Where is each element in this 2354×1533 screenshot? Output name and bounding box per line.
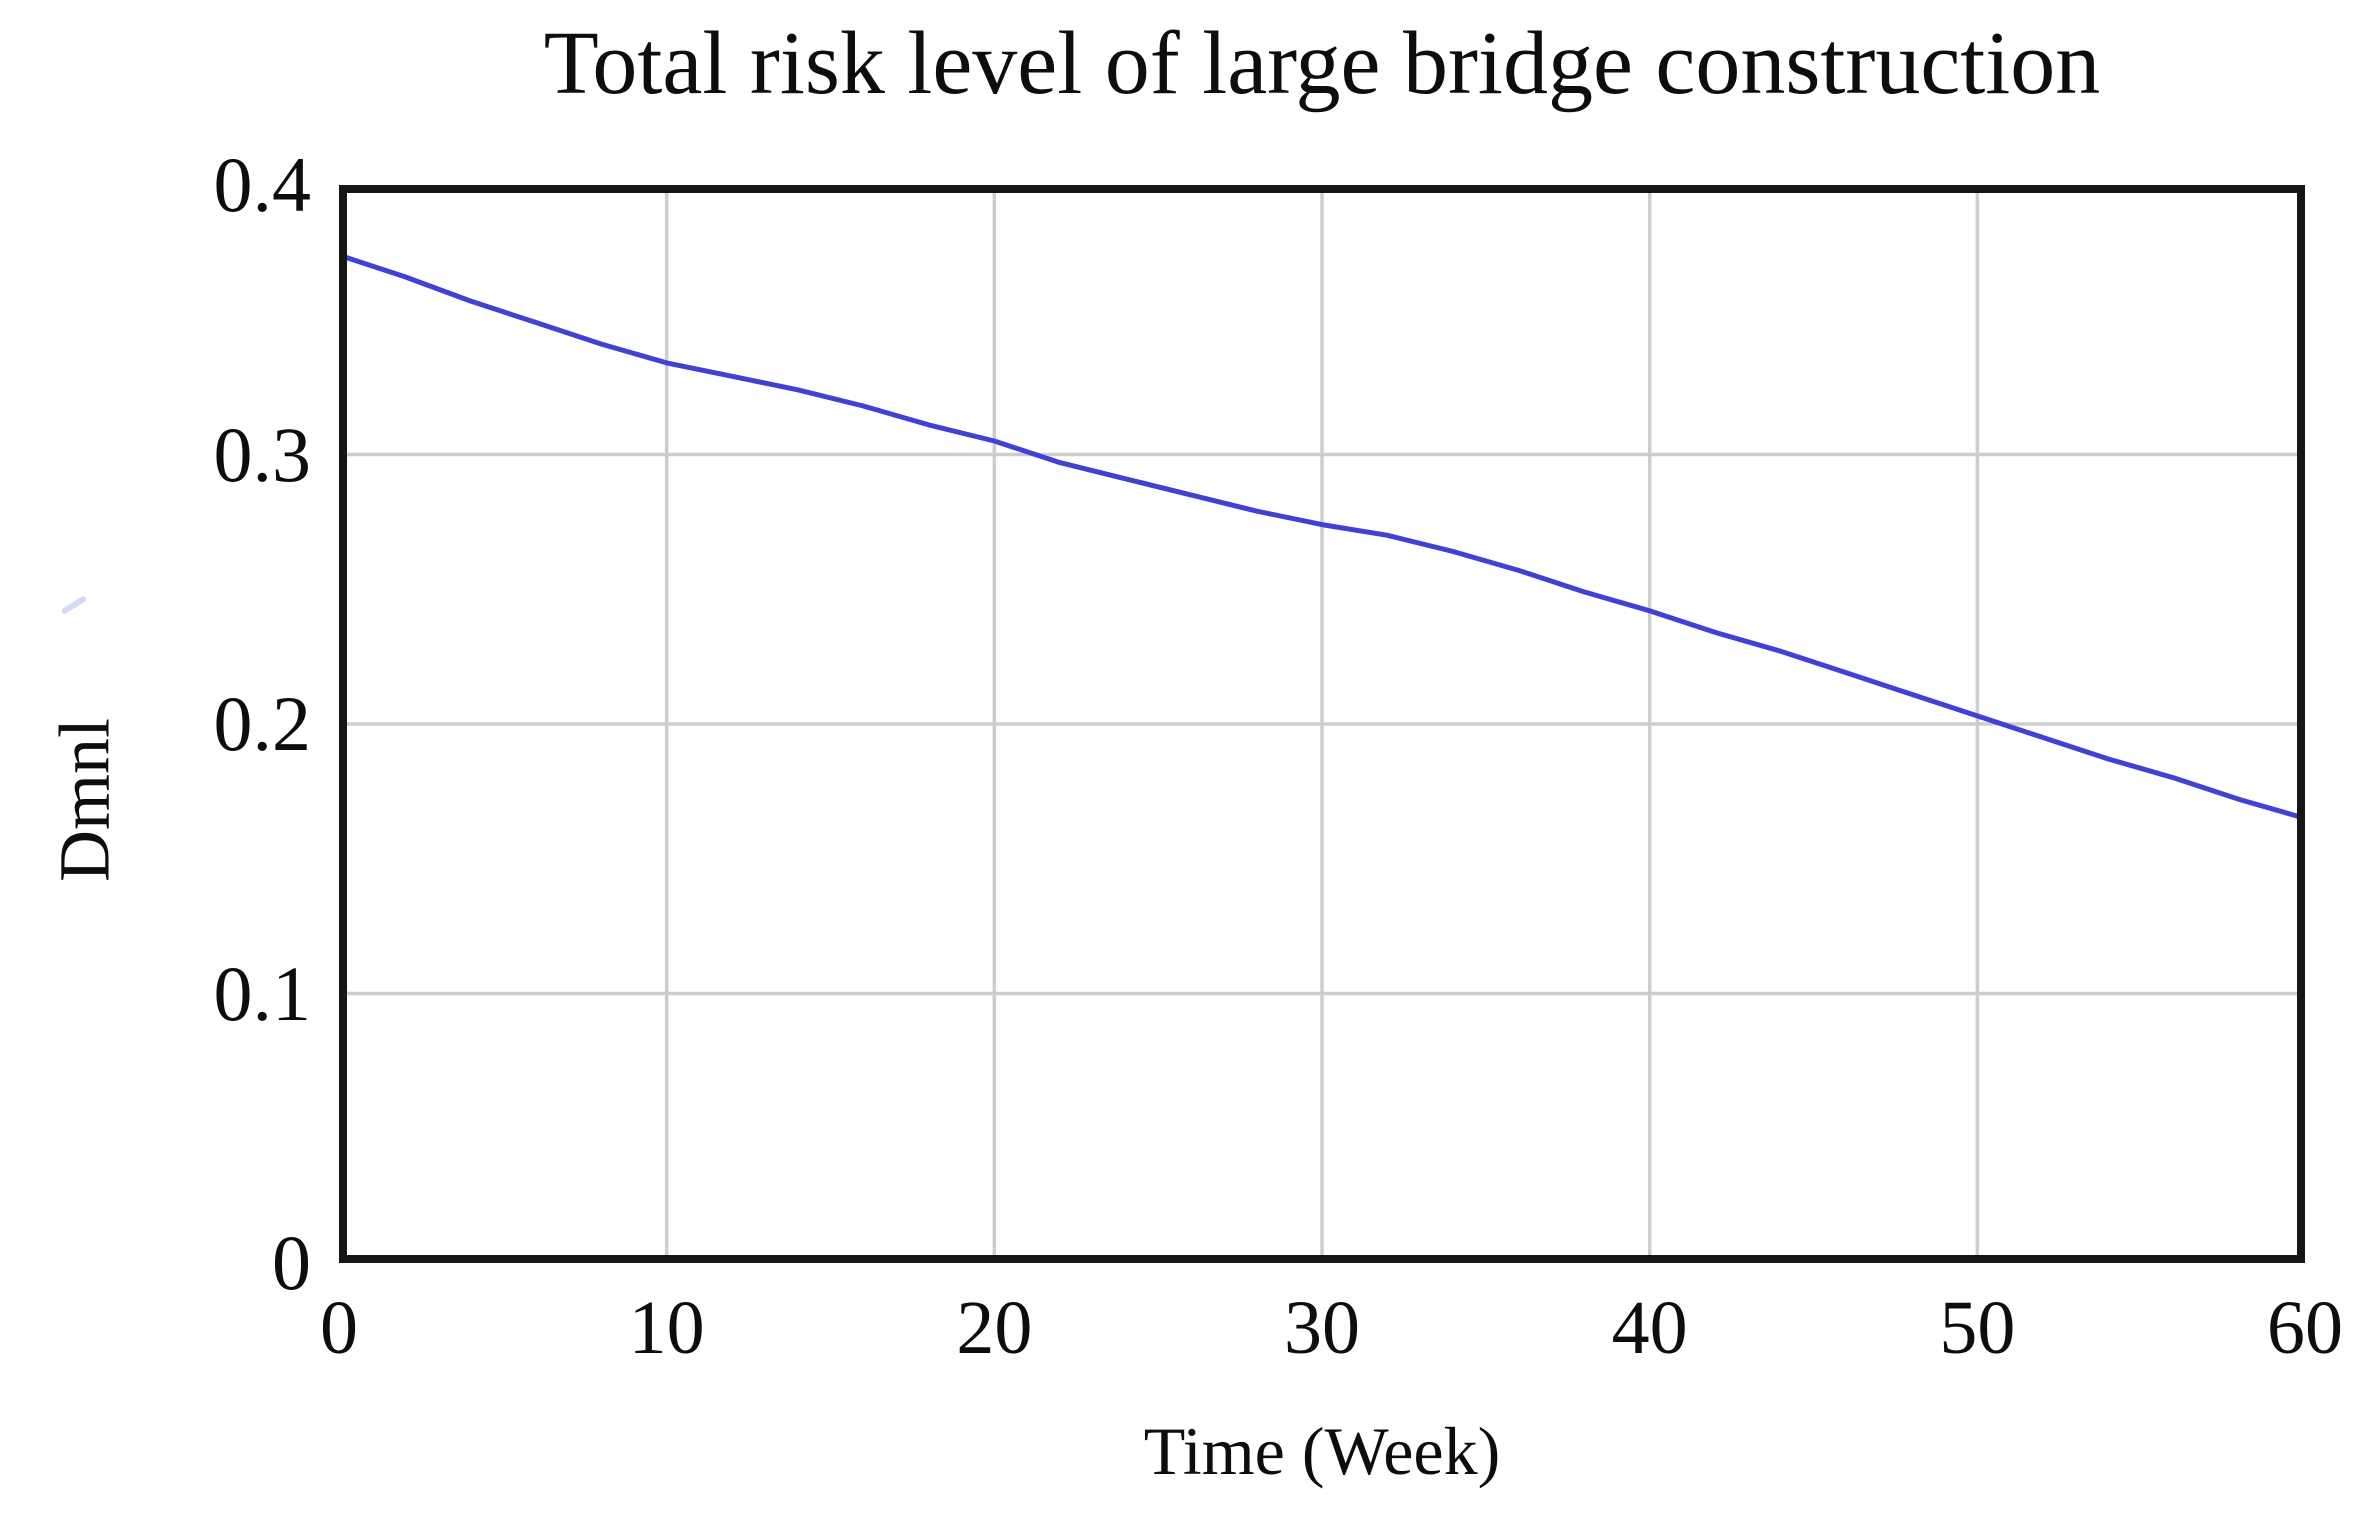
x-tick-label: 30 (1284, 1286, 1360, 1370)
chart-title: Total risk level of large bridge constru… (543, 14, 2101, 113)
x-tick-label: 60 (2267, 1286, 2343, 1370)
x-tick-label: 50 (1939, 1286, 2016, 1370)
x-tick-label: 0 (320, 1286, 358, 1370)
x-tick-label: 40 (1611, 1286, 1688, 1370)
stray-artifact-mark (60, 595, 88, 615)
y-tick-label: 0.2 (213, 680, 312, 767)
y-tick-label: 0.4 (213, 141, 312, 228)
y-tick-label: 0.1 (213, 949, 312, 1037)
x-axis-label: Time (Week) (1143, 1413, 1501, 1489)
data-series-line (339, 252, 2305, 821)
y-tick-label: 0.3 (213, 410, 312, 498)
plot-frame (339, 185, 2305, 1263)
line-chart-svg (339, 185, 2305, 1263)
y-tick-label: 0 (272, 1219, 311, 1306)
x-tick-label: 20 (956, 1286, 1033, 1370)
x-tick-label: 10 (628, 1286, 705, 1370)
